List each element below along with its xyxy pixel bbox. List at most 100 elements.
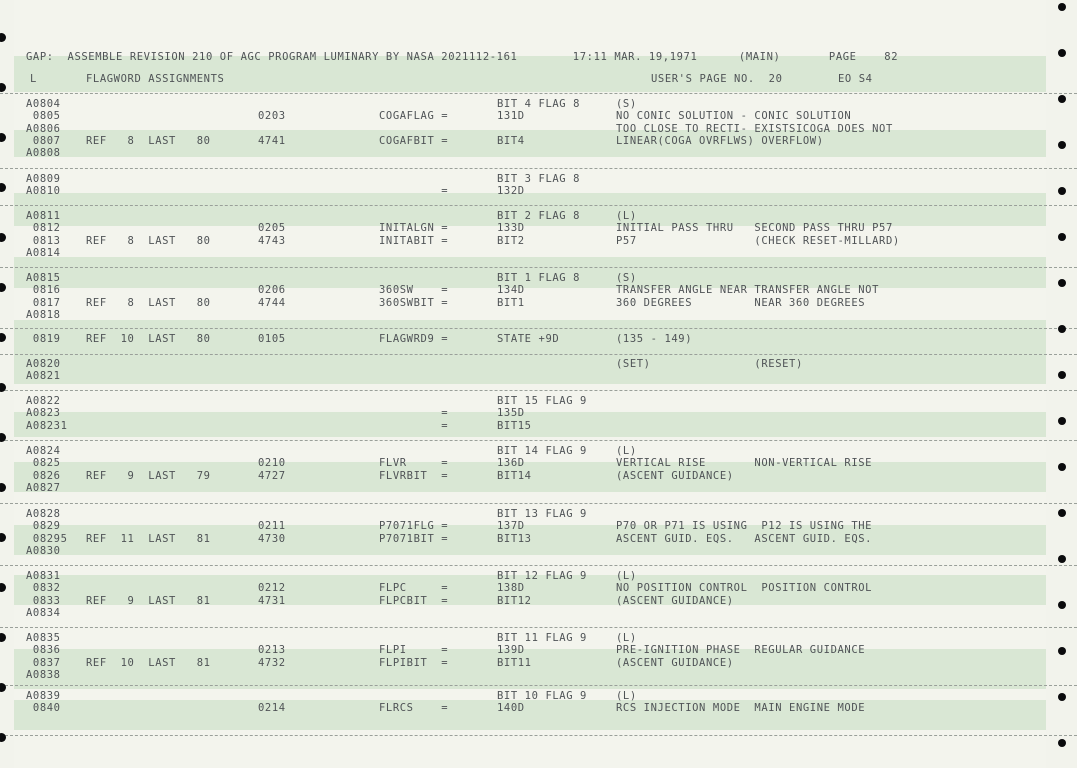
sprocket-hole (1058, 279, 1066, 287)
greenbar-band (14, 130, 1046, 157)
value: BIT2 (497, 234, 525, 247)
address: 4732 (258, 656, 286, 669)
line-number: 0837 (26, 656, 61, 669)
line-number: A0810 (26, 185, 61, 198)
value: BIT 13 FLAG 9 (497, 508, 587, 520)
symbol-definition: FLAGWRD9 = (379, 333, 449, 345)
value: BIT 15 FLAG 9 (497, 395, 587, 407)
comment: LINEAR(COGA OVRFLWS) OVERFLOW) (616, 134, 824, 147)
greenbar-band (14, 320, 1046, 353)
sprocket-hole (0, 683, 6, 692)
line-number: A0827 (26, 481, 61, 494)
address: 0212 (258, 582, 286, 595)
value: BIT 3 FLAG 8 (497, 173, 581, 185)
greenbar-band (14, 649, 1046, 689)
line-number: 0812 (26, 222, 61, 235)
comment: (L) (616, 690, 637, 702)
line-number: 0816 (26, 284, 61, 297)
line-number: A0820 (26, 358, 61, 370)
line-number: 0819 (26, 333, 61, 345)
line-number: 0836 (26, 644, 61, 657)
symbol-definition: 360SWBIT = (379, 296, 449, 309)
comment: (L) (616, 632, 637, 644)
sprocket-hole (1058, 693, 1066, 701)
comment: (S) (616, 272, 637, 284)
symbol-definition: = (379, 419, 449, 432)
perforation-line (0, 205, 1077, 206)
sprocket-hole (1058, 417, 1066, 425)
ref-info: REF 8 LAST 80 (86, 134, 211, 147)
symbol-definition: FLVR = (379, 457, 449, 470)
sprocket-hole (0, 233, 6, 242)
value: BIT 12 FLAG 9 (497, 570, 587, 582)
address: 4744 (258, 296, 286, 309)
printout-page (14, 0, 1046, 768)
address: 0213 (258, 644, 286, 657)
sprocket-hole (1058, 739, 1066, 747)
value: BIT14 (497, 469, 532, 482)
comment: (S) (616, 98, 637, 110)
line-number: 0833 (26, 594, 61, 607)
address: 0206 (258, 284, 286, 297)
sprocket-hole (1058, 325, 1066, 333)
sprocket-hole (1058, 3, 1066, 11)
value: BIT 10 FLAG 9 (497, 690, 587, 702)
comment: PRE-IGNITION PHASE REGULAR GUIDANCE (616, 644, 866, 657)
address: 0210 (258, 457, 286, 470)
line-number: 0840 (26, 702, 61, 715)
line-number: A0823 (26, 407, 61, 420)
value: BIT15 (497, 419, 532, 432)
sprocket-hole (1058, 233, 1066, 241)
ref-info: REF 8 LAST 80 (86, 234, 211, 247)
sprocket-hole (0, 733, 6, 742)
address: 4741 (258, 134, 286, 147)
value: BIT11 (497, 656, 532, 669)
symbol-definition: 360SW = (379, 284, 449, 297)
line-number: 0807 (26, 134, 61, 147)
line-number: A08231 (26, 419, 68, 432)
line-number: A0814 (26, 246, 61, 259)
value: BIT 2 FLAG 8 (497, 210, 581, 222)
value: 131D (497, 110, 525, 123)
value: BIT12 (497, 594, 532, 607)
line-number: 08295 (26, 532, 68, 545)
address: 0203 (258, 110, 286, 123)
line-number: A0806 (26, 122, 61, 135)
comment: VERTICAL RISE NON-VERTICAL RISE (616, 457, 873, 470)
sprocket-hole (1058, 95, 1066, 103)
line-number: A0830 (26, 544, 61, 557)
comment: NO CONIC SOLUTION - CONIC SOLUTION (616, 110, 852, 123)
perforation-line (0, 735, 1077, 736)
line-number: A0818 (26, 308, 61, 321)
sprocket-hole (0, 183, 6, 192)
line-number: A0822 (26, 395, 61, 407)
perforation-line (0, 390, 1077, 391)
line-number: A0804 (26, 98, 61, 110)
perforation-line (0, 565, 1077, 566)
value: BIT 4 FLAG 8 (497, 98, 581, 110)
comment: (ASCENT GUIDANCE) (616, 594, 734, 607)
sprocket-hole (0, 283, 6, 292)
perforation-line (0, 267, 1077, 268)
value: 133D (497, 222, 525, 235)
sprocket-hole (0, 533, 6, 542)
greenbar-band (14, 462, 1046, 492)
ref-info: REF 9 LAST 79 (86, 469, 211, 482)
symbol-definition: FLRCS = (379, 702, 449, 715)
greenbar-band (14, 257, 1046, 288)
user-page-number: USER'S PAGE NO. 20 (651, 73, 783, 85)
perforation-line (0, 93, 1077, 94)
sprocket-hole (1058, 187, 1066, 195)
address: 4731 (258, 594, 286, 607)
value: 140D (497, 702, 525, 715)
ref-info: REF 9 LAST 81 (86, 594, 211, 607)
sprocket-hole (1058, 601, 1066, 609)
greenbar-band (14, 575, 1046, 605)
comment: (ASCENT GUIDANCE) (616, 469, 734, 482)
line-number: A0809 (26, 173, 61, 185)
address: 4730 (258, 532, 286, 545)
line-number: A0828 (26, 508, 61, 520)
greenbar-band (14, 700, 1046, 730)
comment: NO POSITION CONTROL POSITION CONTROL (616, 582, 873, 595)
symbol-definition: = (379, 407, 449, 420)
